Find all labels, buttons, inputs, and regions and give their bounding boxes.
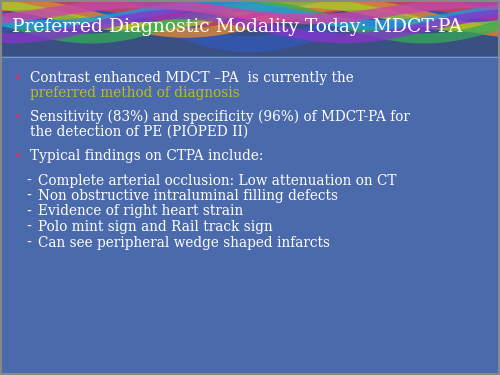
Text: Complete arterial occlusion: Low attenuation on CT: Complete arterial occlusion: Low attenua… bbox=[38, 174, 397, 188]
Text: Preferred Diagnostic Modality Today: MDCT-PA: Preferred Diagnostic Modality Today: MDC… bbox=[12, 18, 462, 36]
Bar bbox=[0, 0, 500, 55]
Polygon shape bbox=[0, 0, 500, 24]
Text: •: • bbox=[14, 71, 22, 85]
Text: Evidence of right heart strain: Evidence of right heart strain bbox=[38, 204, 243, 219]
Text: -: - bbox=[26, 220, 31, 234]
Polygon shape bbox=[0, 9, 500, 43]
Text: •: • bbox=[14, 110, 22, 124]
Polygon shape bbox=[0, 0, 500, 52]
Text: Non obstructive intraluminal filling defects: Non obstructive intraluminal filling def… bbox=[38, 189, 338, 203]
Text: -: - bbox=[26, 236, 31, 249]
Text: Typical findings on CTPA include:: Typical findings on CTPA include: bbox=[30, 149, 264, 163]
Polygon shape bbox=[0, 0, 500, 32]
Polygon shape bbox=[0, 0, 500, 27]
Text: Sensitivity (83%) and specificity (96%) of MDCT-PA for: Sensitivity (83%) and specificity (96%) … bbox=[30, 110, 410, 125]
Text: preferred method of diagnosis: preferred method of diagnosis bbox=[30, 86, 240, 99]
Text: Polo mint sign and Rail track sign: Polo mint sign and Rail track sign bbox=[38, 220, 273, 234]
Polygon shape bbox=[0, 0, 500, 30]
Text: -: - bbox=[26, 204, 31, 219]
Text: •: • bbox=[14, 149, 22, 163]
Text: -: - bbox=[26, 189, 31, 203]
Text: -: - bbox=[26, 174, 31, 188]
Text: Can see peripheral wedge shaped infarcts: Can see peripheral wedge shaped infarcts bbox=[38, 236, 330, 249]
Polygon shape bbox=[0, 0, 500, 38]
Text: the detection of PE (PIOPED II): the detection of PE (PIOPED II) bbox=[30, 124, 248, 138]
Text: Contrast enhanced MDCT –PA  is currently the: Contrast enhanced MDCT –PA is currently … bbox=[30, 71, 354, 85]
Polygon shape bbox=[0, 2, 500, 44]
